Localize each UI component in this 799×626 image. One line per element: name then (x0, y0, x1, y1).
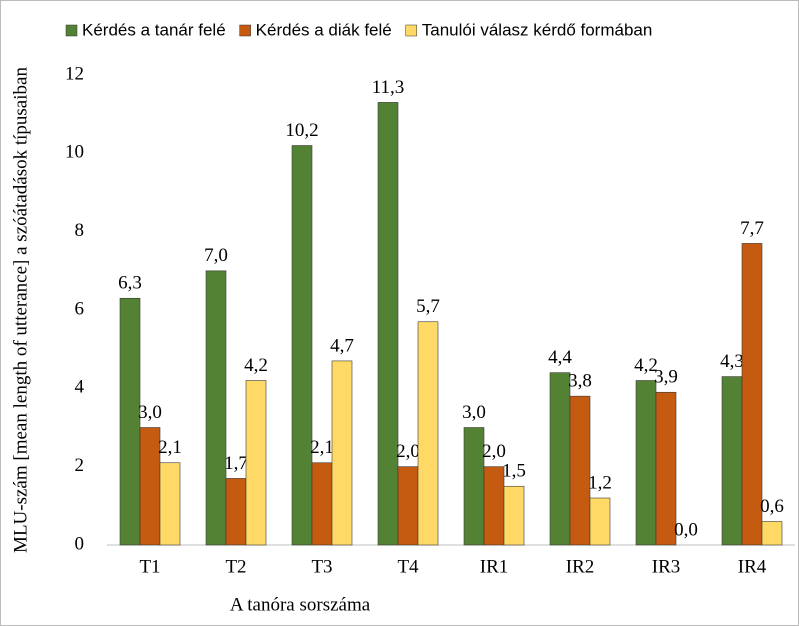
data-label: 7,7 (740, 218, 764, 239)
bar (331, 360, 353, 546)
y-tick-label: 4 (75, 377, 85, 398)
data-label: 4,3 (720, 351, 744, 372)
x-tick-label: IR4 (738, 556, 767, 577)
bar (721, 376, 743, 546)
legend-label: Kérdés a tanár felé (82, 20, 226, 39)
data-label: 2,0 (396, 441, 420, 462)
bar (397, 466, 419, 546)
bar (655, 391, 677, 546)
data-label: 2,1 (310, 437, 334, 458)
bar (159, 462, 181, 546)
data-label: 7,0 (204, 245, 228, 266)
bar (569, 395, 591, 546)
bar (205, 270, 227, 546)
x-tick-label: T3 (311, 556, 332, 577)
bar (549, 372, 571, 546)
legend-label: Kérdés a diák felé (256, 20, 392, 39)
x-tick-label: T1 (139, 556, 160, 577)
data-label: 4,2 (634, 355, 658, 376)
legend-swatch (65, 24, 78, 37)
data-label: 2,0 (482, 441, 506, 462)
bar (503, 485, 525, 546)
data-label: 4,4 (548, 347, 572, 368)
data-label: 10,2 (285, 120, 318, 141)
bar (589, 497, 611, 546)
data-label: 11,3 (372, 77, 405, 98)
data-label: 3,0 (138, 402, 162, 423)
x-tick-label: T2 (225, 556, 246, 577)
y-tick-label: 2 (75, 455, 85, 476)
x-tick-label: T4 (397, 556, 419, 577)
bar (483, 466, 505, 546)
bar (245, 380, 267, 546)
x-tick-label: IR1 (480, 556, 509, 577)
bar (377, 102, 399, 546)
bar (761, 521, 783, 546)
data-label: 3,9 (654, 367, 678, 388)
y-tick-label: 0 (75, 533, 85, 554)
data-label: 4,7 (330, 335, 354, 356)
bar (741, 243, 763, 546)
data-label: 0,0 (674, 519, 698, 540)
bar (635, 380, 657, 546)
data-label: 4,2 (244, 355, 268, 376)
y-tick-label: 6 (75, 298, 85, 319)
data-label: 0,6 (760, 496, 784, 517)
y-axis-label: MLU-szám [mean length of utterance] a sz… (10, 67, 31, 553)
x-tick-label: IR2 (566, 556, 595, 577)
y-tick-label: 10 (65, 142, 84, 163)
data-label: 3,8 (568, 371, 592, 392)
bar (119, 297, 141, 546)
legend-swatch (405, 24, 417, 37)
x-axis-label: A tanóra sorszáma (230, 594, 371, 615)
data-label: 1,2 (588, 472, 612, 493)
data-label: 1,5 (502, 461, 526, 482)
legend-label: Tanulói válasz kérdő formában (422, 20, 653, 39)
bar (463, 427, 485, 546)
data-label: 5,7 (416, 296, 440, 317)
data-label: 1,7 (224, 453, 248, 474)
bar (139, 427, 161, 546)
x-tick-label: IR3 (652, 556, 681, 577)
data-label: 3,0 (462, 402, 486, 423)
data-label: 2,1 (158, 437, 182, 458)
y-tick-label: 12 (65, 63, 84, 84)
y-tick-label: 8 (75, 220, 85, 241)
legend-swatch (239, 24, 251, 37)
data-label: 6,3 (118, 273, 142, 294)
bar (417, 321, 439, 546)
bar (291, 145, 313, 546)
bar (311, 462, 333, 546)
bar (225, 478, 247, 546)
